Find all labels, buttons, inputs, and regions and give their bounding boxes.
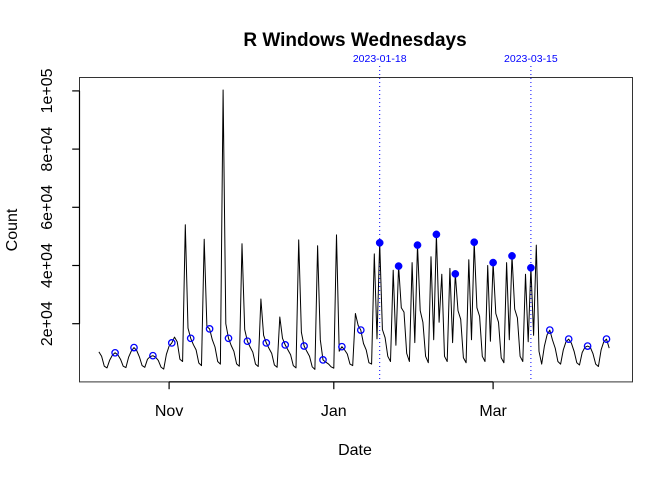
wednesday-marker-open — [186, 334, 195, 343]
wednesday-marker-open — [224, 334, 233, 343]
wednesday-marker-open — [281, 341, 290, 349]
y-tick-label: 1e+05 — [39, 68, 56, 113]
wednesday-marker-open — [319, 356, 327, 364]
series-line — [98, 89, 610, 370]
wednesday-marker-open — [338, 342, 346, 351]
y-tick-label: 4e+04 — [39, 243, 56, 288]
wednesday-marker-filled — [527, 263, 535, 272]
wednesday-marker-filled — [508, 252, 516, 260]
wednesday-marker-filled — [413, 241, 422, 249]
wednesday-marker-open — [583, 342, 592, 350]
wednesday-marker-open — [564, 335, 573, 343]
wednesday-marker-open — [205, 325, 214, 333]
x-tick-label: Mar — [479, 403, 507, 420]
wednesday-marker-open — [602, 335, 611, 343]
wednesday-marker-filled — [394, 262, 403, 270]
y-tick-label: 6e+04 — [39, 185, 56, 230]
y-axis: 2e+04 4e+04 6e+04 8e+04 1e+05 — [39, 68, 81, 346]
wednesday-marker-filled — [451, 270, 460, 278]
wednesday-marker-open — [300, 342, 308, 350]
y-tick-label: 8e+04 — [39, 127, 56, 172]
wednesday-markers — [111, 230, 611, 364]
wednesday-marker-open — [262, 339, 271, 347]
wednesday-marker-filled — [432, 230, 441, 239]
x-axis: Nov Jan Mar — [155, 381, 508, 420]
x-axis-title: Date — [338, 442, 372, 459]
wednesday-marker-open — [130, 343, 138, 352]
count-series-line — [98, 89, 610, 370]
wednesday-marker-open — [111, 348, 119, 357]
wednesday-marker-open — [149, 351, 157, 360]
x-tick-label: Nov — [155, 403, 183, 420]
plot-title: R Windows Wednesdays — [243, 30, 466, 51]
x-tick-label: Jan — [321, 403, 347, 420]
wednesday-marker-open — [356, 326, 365, 334]
y-axis-title: Count — [4, 208, 21, 251]
wednesday-marker-filled — [470, 238, 479, 247]
vertical-reference-lines: 2023-01-18 2023-03-15 — [353, 53, 558, 382]
wednesday-marker-filled — [375, 238, 384, 247]
plot-box — [79, 77, 633, 383]
y-tick-label: 2e+04 — [39, 301, 56, 346]
wednesday-marker-filled — [489, 258, 497, 267]
reference-line-label: 2023-01-18 — [353, 53, 407, 65]
reference-line-label: 2023-03-15 — [504, 53, 558, 65]
wednesday-marker-open — [545, 326, 554, 334]
wednesday-marker-open — [243, 337, 252, 346]
wednesday-marker-open — [167, 339, 176, 347]
